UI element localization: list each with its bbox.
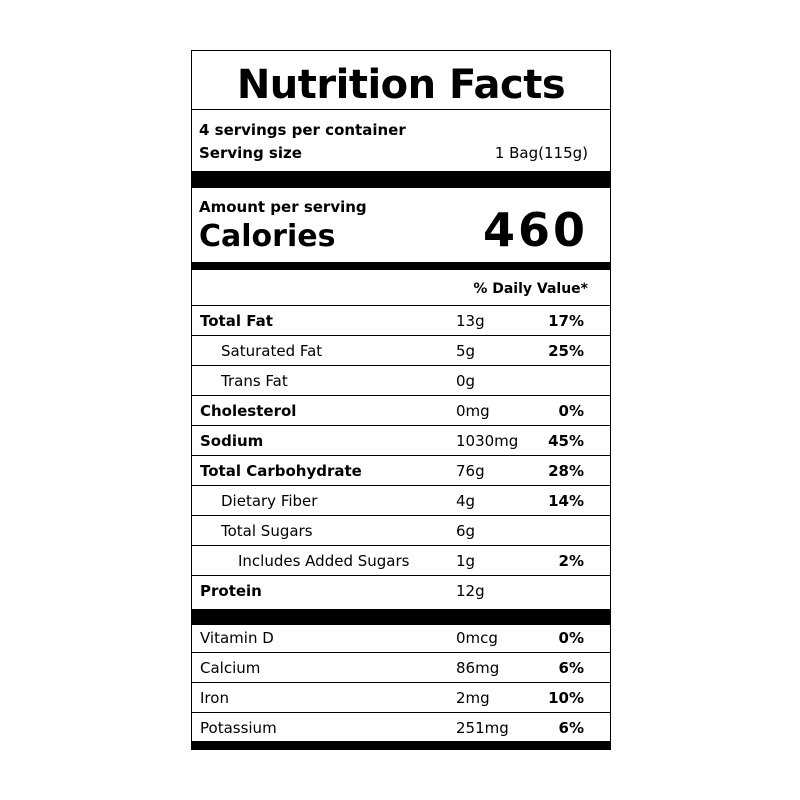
nutrient-amount: 0mg: [456, 402, 490, 420]
divider: [192, 335, 610, 336]
nutrient-amount: 86mg: [456, 659, 500, 677]
nutrition-label: Nutrition Facts 4 servings per container…: [191, 50, 611, 750]
nutrient-name: Total Carbohydrate: [200, 462, 362, 480]
nutrient-name: Sodium: [200, 432, 264, 450]
nutrient-name: Dietary Fiber: [221, 492, 318, 510]
divider: [192, 545, 610, 546]
nutrient-dv: 28%: [548, 462, 584, 480]
title: Nutrition Facts: [236, 62, 566, 108]
calories-label: Calories: [199, 219, 336, 254]
nutrient-amount: 1030mg: [456, 432, 519, 450]
divider: [192, 365, 610, 366]
nutrient-amount: 2mg: [456, 689, 490, 707]
amount-label: Amount per serving: [199, 198, 367, 216]
nutrient-amount: 1g: [456, 552, 476, 570]
nutrient-amount: 6g: [456, 522, 476, 540]
nutrient-name: Calcium: [200, 659, 261, 677]
divider: [192, 485, 610, 486]
nutrient-dv: 6%: [558, 659, 584, 677]
nutrient-name: Cholesterol: [200, 402, 297, 420]
nutrient-dv: 2%: [558, 552, 584, 570]
nutrient-amount: 4g: [456, 492, 476, 510]
nutrient-dv: 17%: [548, 312, 584, 330]
nutrient-name: Total Fat: [200, 312, 273, 330]
nutrient-name: Total Sugars: [221, 522, 313, 540]
nutrient-name: Iron: [200, 689, 229, 707]
divider: [192, 395, 610, 396]
nutrient-dv: 6%: [558, 719, 584, 737]
divider: [192, 575, 610, 576]
serving-size-label: Serving size: [199, 144, 302, 162]
divider: [192, 455, 610, 456]
nutrient-name: Trans Fat: [221, 372, 288, 390]
nutrient-name: Potassium: [200, 719, 277, 737]
thick-bar: [192, 609, 610, 625]
nutrient-amount: 5g: [456, 342, 476, 360]
divider: [192, 425, 610, 426]
nutrient-dv: 14%: [548, 492, 584, 510]
dv-header: % Daily Value*: [473, 281, 588, 297]
divider: [192, 109, 610, 110]
divider: [192, 652, 610, 653]
divider: [192, 305, 610, 306]
divider: [192, 712, 610, 713]
thick-bar: [192, 171, 610, 188]
calories-value: 460: [482, 203, 588, 257]
nutrient-amount: 0mcg: [456, 629, 498, 647]
nutrient-dv: 25%: [548, 342, 584, 360]
thick-bar: [192, 262, 610, 270]
nutrient-dv: 0%: [558, 402, 584, 420]
nutrient-name: Includes Added Sugars: [238, 552, 410, 570]
serving-size: 1 Bag(115g): [494, 144, 588, 162]
nutrient-amount: 251mg: [456, 719, 509, 737]
nutrient-dv: 45%: [548, 432, 584, 450]
nutrient-dv: 10%: [548, 689, 584, 707]
nutrient-name: Vitamin D: [200, 629, 274, 647]
nutrient-amount: 13g: [456, 312, 485, 330]
divider: [192, 515, 610, 516]
servings: 4 servings per container: [199, 121, 406, 139]
nutrient-amount: 12g: [456, 582, 485, 600]
nutrient-name: Protein: [200, 582, 262, 600]
nutrient-amount: 0g: [456, 372, 476, 390]
divider: [192, 682, 610, 683]
nutrient-dv: 0%: [558, 629, 584, 647]
nutrient-name: Saturated Fat: [221, 342, 323, 360]
thick-bar: [192, 741, 610, 749]
nutrient-amount: 76g: [456, 462, 485, 480]
